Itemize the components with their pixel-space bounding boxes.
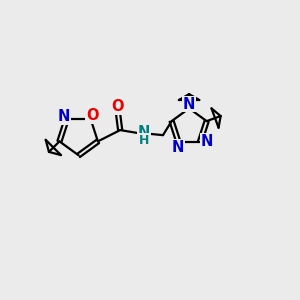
- Text: O: O: [112, 99, 124, 114]
- Text: N: N: [183, 97, 195, 112]
- Text: H: H: [139, 134, 149, 147]
- Text: N: N: [138, 125, 150, 140]
- Text: N: N: [58, 109, 70, 124]
- Text: N: N: [200, 134, 213, 148]
- Text: N: N: [172, 140, 184, 154]
- Text: O: O: [86, 108, 98, 123]
